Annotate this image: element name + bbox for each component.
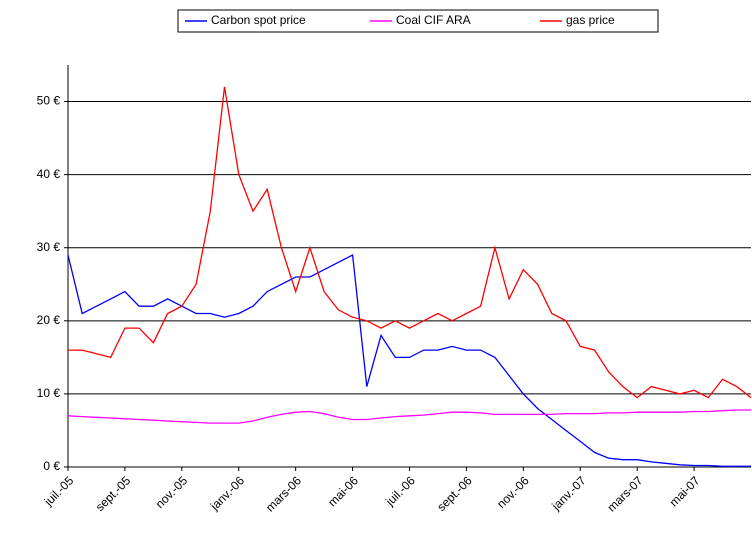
y-tick-label: 50 € [37, 94, 61, 108]
x-tick-label: nov.-05 [153, 473, 191, 511]
x-tick-label: mai-07 [667, 473, 703, 509]
x-tick-label: juil.-06 [382, 473, 418, 509]
x-tick-label: sept.-06 [434, 473, 475, 514]
x-tick-label: sept.-05 [93, 473, 134, 514]
legend-label: Coal CIF ARA [396, 13, 471, 27]
legend-label: Carbon spot price [211, 13, 306, 27]
series-line [68, 86, 752, 399]
x-tick-label: juil.-05 [41, 473, 77, 509]
y-tick-label: 20 € [37, 313, 61, 327]
y-tick-label: 30 € [37, 240, 61, 254]
y-tick-label: 10 € [37, 386, 61, 400]
x-tick-label: nov.-06 [494, 473, 532, 511]
x-tick-label: mars-06 [263, 473, 304, 514]
y-tick-label: 0 € [43, 459, 60, 473]
x-tick-label: janv.-07 [548, 473, 588, 513]
x-tick-label: mai-06 [325, 473, 361, 509]
x-tick-label: mars-07 [605, 473, 646, 514]
y-tick-label: 40 € [37, 167, 61, 181]
series-line [67, 253, 751, 467]
x-tick-label: janv.-06 [207, 473, 247, 513]
series-line [67, 409, 751, 424]
legend-label: gas price [566, 13, 615, 27]
legend-box [177, 9, 659, 33]
